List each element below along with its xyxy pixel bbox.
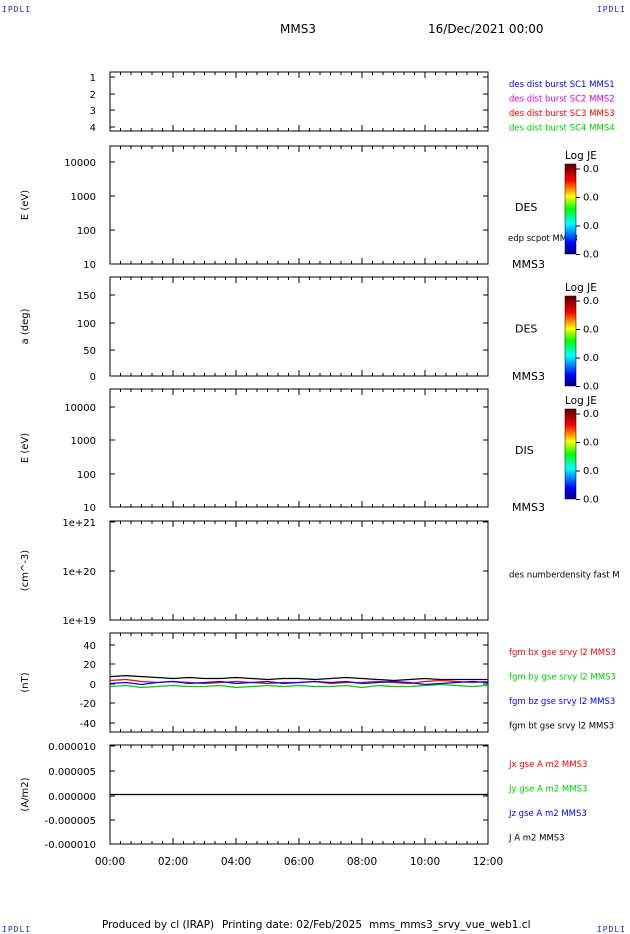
panel-6-legend-3: fgm bz gse srvy l2 MMS3 [509, 697, 615, 707]
panel-7-y-tick-label: 0.000010 [48, 742, 96, 753]
panel-4-colorbar-tick-label: 0.0 [583, 409, 599, 420]
footer-produced-by: Produced by cl (IRAP) [102, 919, 215, 931]
panel-2-y-axis-label: E (eV) [20, 190, 31, 220]
panel-3-colorbar [564, 295, 577, 387]
corner-label-bottom-left: IPDLI [2, 925, 32, 934]
panel-7-y-tick-label: 0.000005 [48, 767, 96, 778]
panel-4-y-tick-label: 1000 [71, 436, 96, 447]
panel-1-y-tick-label: 4 [90, 123, 96, 134]
panel-6-y-tick-label: 40 [83, 641, 96, 652]
panel-3-y-tick-label: 150 [77, 291, 96, 302]
panel-2-y-tick-label: 10 [83, 260, 96, 271]
panel-7-legend-1: Jx gse A m2 MMS3 [508, 760, 587, 770]
panel-3-colorbar-tick-label: 0.0 [583, 353, 599, 364]
panel-4-y-tick-label: 10000 [64, 403, 96, 414]
panel-3-y-tick-label: 50 [83, 346, 96, 357]
panel-2-y-tick-label: 1000 [71, 192, 96, 203]
panel-4-colorbar-title: Log JE [565, 395, 597, 407]
panel-3-y-tick-label: 0 [90, 372, 96, 383]
panel-7-legend-2: Jy gse A m2 MMS3 [508, 785, 587, 795]
panel-5-frame [109, 520, 489, 621]
panel-7-y-tick-label: 0.000000 [48, 792, 96, 803]
panel-4-colorbar-tick-label: 0.0 [583, 466, 599, 477]
time-axis-tick-label: 04:00 [221, 856, 251, 868]
panel-3-spacecraft-label: MMS3 [512, 370, 545, 383]
panel-3-y-axis-label: a (deg) [20, 308, 31, 344]
panel-4-y-axis-label: E (eV) [20, 433, 31, 463]
panel-2-colorbar [564, 163, 577, 255]
panel-4-frame [109, 388, 489, 508]
panel-4-colorbar-tick-label: 0.0 [583, 495, 599, 506]
panel-6-y-tick-label: -40 [80, 719, 96, 730]
panel-4-spacecraft-label: MMS3 [512, 501, 545, 514]
panel-1-legend-3: des dist burst SC3 MMS3 [509, 109, 615, 119]
panel-7-legend-3: Jz gse A m2 MMS3 [508, 809, 587, 819]
panel-2-y-tick-label: 100 [77, 226, 96, 237]
time-axis-tick-label: 06:00 [284, 856, 314, 868]
panel-7-y-tick-label: -0.000005 [45, 816, 96, 827]
panel-6-y-tick-label: -20 [80, 699, 96, 710]
panel-2-overlay-label: edp scpot MMS3 [508, 234, 578, 244]
panel-6-series-3 [109, 683, 489, 689]
panel-5-y-tick-label: 1e+19 [62, 616, 96, 627]
panel-6-y-axis-label: (nT) [20, 672, 31, 692]
panel-7-legend-4: J A m2 MMS3 [508, 834, 565, 844]
time-axis-tick-label: 10:00 [410, 856, 440, 868]
header-datetime: 16/Dec/2021 00:00 [428, 22, 544, 36]
footer-printing-date: Printing date: 02/Feb/2025 [222, 919, 363, 931]
panel-5-legend-1: des numberdensity fast M [509, 571, 620, 581]
time-axis-tick-label: 12:00 [473, 856, 503, 868]
time-axis-tick-label: 00:00 [95, 856, 125, 868]
panel-4-instrument-label: DIS [515, 444, 534, 457]
panel-3-frame [109, 276, 489, 377]
panel-2-colorbar-tick-label: 0.0 [583, 250, 599, 261]
panel-6-series-4 [109, 680, 489, 686]
panel-6-legend-1: fgm bx gse srvy l2 MMS3 [509, 648, 616, 658]
panel-3-colorbar-tick-label: 0.0 [583, 296, 599, 307]
panel-2-instrument-label: DES [515, 201, 537, 214]
panel-2-colorbar-tick-label: 0.0 [583, 193, 599, 204]
panel-6-y-tick-label: 20 [83, 660, 96, 671]
panel-2-colorbar-tick-label: 0.0 [583, 221, 599, 232]
panel-4-colorbar-tick-label: 0.0 [583, 438, 599, 449]
panel-3-colorbar-title: Log JE [565, 282, 597, 294]
panel-3-colorbar-tick-label: 0.0 [583, 382, 599, 393]
panel-2-spacecraft-label: MMS3 [512, 258, 545, 271]
panel-2-y-tick-label: 10000 [64, 158, 96, 169]
panel-1-legend-1: des dist burst SC1 MMS1 [509, 80, 615, 90]
panel-3-colorbar-tick-label: 0.0 [583, 325, 599, 336]
panel-5-y-tick-label: 1e+20 [62, 567, 96, 578]
time-axis-tick-label: 02:00 [158, 856, 188, 868]
panel-1-legend-2: des dist burst SC2 MMS2 [509, 95, 615, 105]
panel-2-colorbar-title: Log JE [565, 150, 597, 162]
panel-4-colorbar [564, 408, 577, 500]
corner-label-bottom-right: IPDLI [596, 925, 626, 934]
footer-filename: mms_mms3_srvy_vue_web1.cl [369, 919, 531, 931]
corner-label-top-right: IPDLI [596, 5, 626, 14]
panel-1-legend-4: des dist burst SC4 MMS4 [509, 124, 615, 134]
corner-label-top-left: IPDLI [2, 5, 32, 14]
panel-3-y-tick-label: 100 [77, 319, 96, 330]
panel-1-frame [109, 71, 489, 132]
panel-1-y-tick-label: 3 [90, 106, 96, 117]
header-spacecraft: MMS3 [280, 22, 316, 36]
panel-1-y-tick-label: 1 [90, 73, 96, 84]
panel-6-legend-4: fgm bt gse srvy l2 MMS3 [509, 722, 614, 732]
panel-2-colorbar-tick-label: 0.0 [583, 164, 599, 175]
panel-7-y-axis-label: (A/m2) [20, 777, 31, 811]
panel-7-y-tick-label: -0.000010 [45, 840, 96, 851]
panel-6-series-1 [109, 674, 488, 682]
panel-5-y-axis-label: (cm^-3) [20, 550, 31, 591]
panel-5-y-tick-label: 1e+21 [62, 518, 96, 529]
panel-6-legend-2: fgm by gse srvy l2 MMS3 [509, 673, 616, 683]
panel-1-y-tick-label: 2 [90, 90, 96, 101]
time-axis-tick-label: 08:00 [347, 856, 377, 868]
panel-4-y-tick-label: 100 [77, 470, 96, 481]
panel-6-y-tick-label: 0 [90, 680, 96, 691]
panel-3-instrument-label: DES [515, 323, 537, 336]
panel-2-frame [109, 145, 489, 265]
panel-4-y-tick-label: 10 [83, 503, 96, 514]
